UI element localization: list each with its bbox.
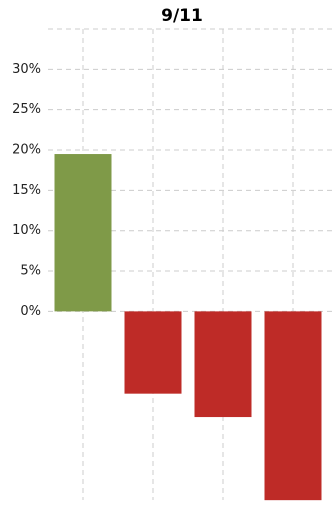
bar bbox=[264, 311, 322, 501]
y-tick-label: 25% bbox=[12, 102, 41, 117]
y-tick-label: 10% bbox=[12, 223, 41, 238]
bar bbox=[54, 154, 112, 312]
y-tick-label: 0% bbox=[20, 304, 41, 319]
y-tick-label: 15% bbox=[12, 183, 41, 198]
bar bbox=[194, 311, 252, 418]
y-tick-label: 5% bbox=[20, 264, 41, 279]
bar bbox=[124, 311, 182, 394]
y-tick-label: 20% bbox=[12, 143, 41, 158]
y-tick-label: 30% bbox=[12, 62, 41, 77]
chart-title: 9/11 bbox=[161, 6, 203, 26]
